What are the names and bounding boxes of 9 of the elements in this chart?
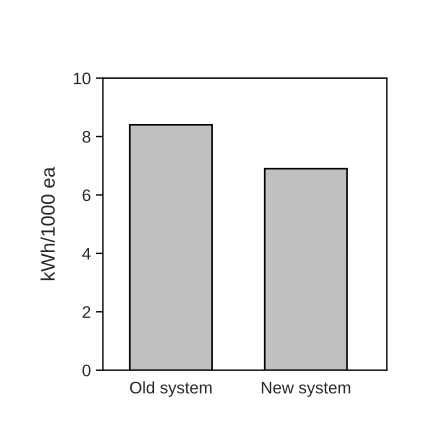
y-tick-label: 4 — [82, 248, 91, 260]
x-tick-label: Old system — [130, 381, 212, 397]
y-tick-label: 6 — [82, 189, 90, 202]
x-tick-label: New system — [262, 382, 350, 397]
y-tick-label: 10 — [74, 72, 90, 84]
y-tick-label: 8 — [82, 130, 90, 143]
y-axis-title: kWh/1000 ea — [40, 166, 55, 280]
y-tick-label: 2 — [82, 306, 90, 318]
y-tick-label: 0 — [82, 364, 90, 376]
